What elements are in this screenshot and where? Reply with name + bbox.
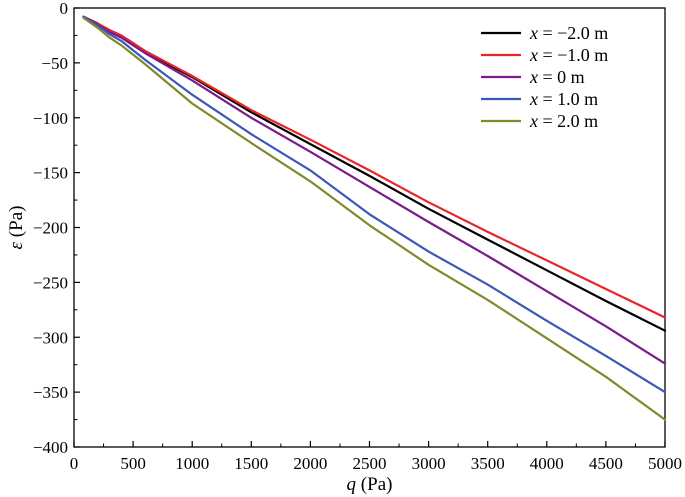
x-tick-label: 2500 [353, 454, 387, 473]
x-tick-label: 4000 [530, 454, 564, 473]
x-tick-label: 5000 [648, 454, 682, 473]
x-axis-label-var: q [347, 474, 357, 495]
x-tick-label: 3000 [412, 454, 446, 473]
legend-label: x = −2.0 m [529, 23, 608, 43]
x-tick-label: 4500 [589, 454, 623, 473]
y-axis-label: ε (Pa) [6, 206, 27, 250]
series-line-3 [82, 15, 667, 394]
x-tick-label: 3500 [471, 454, 505, 473]
x-axis-label-unit: (Pa) [361, 474, 393, 495]
series-line-1 [82, 15, 667, 319]
x-tick-label: 1500 [234, 454, 268, 473]
legend-label-var: x [529, 111, 538, 131]
legend-label-var: x [529, 89, 538, 109]
legend-label-value: = −2.0 m [538, 23, 608, 43]
legend-label-value: = 1.0 m [538, 89, 598, 109]
legend-label-value: = −1.0 m [538, 45, 608, 65]
y-tick-label: −300 [33, 328, 68, 347]
y-axis: 0 −50 −100 −150 −200 −250 −300 −350 −400 [33, 0, 80, 457]
legend-label: x = 2.0 m [529, 111, 598, 131]
y-tick-label: 0 [60, 0, 69, 18]
y-tick-label: −100 [33, 109, 68, 128]
series-line-4 [82, 16, 667, 421]
legend: x = −2.0 mx = −1.0 mx = 0 mx = 1.0 mx = … [481, 23, 608, 131]
y-axis-label-var: ε [6, 241, 27, 249]
legend-label-value: = 0 m [538, 67, 585, 87]
x-tick-label: 2000 [293, 454, 327, 473]
y-tick-label: −150 [33, 164, 68, 183]
series-line-2 [82, 15, 667, 365]
legend-label-var: x [529, 45, 538, 65]
legend-label: x = 0 m [529, 67, 585, 87]
y-tick-label: −50 [41, 54, 68, 73]
x-axis-label: q (Pa) [347, 474, 393, 495]
legend-label: x = 1.0 m [529, 89, 598, 109]
legend-label-var: x [529, 23, 538, 43]
x-tick-label: 1000 [175, 454, 209, 473]
y-tick-label: −350 [33, 383, 68, 402]
x-axis: 0 500 1000 1500 2000 2500 3000 3500 4000 4500 5000 [70, 441, 682, 473]
series-group [82, 15, 667, 421]
y-tick-label: −250 [33, 273, 68, 292]
x-tick-label: 500 [120, 454, 146, 473]
legend-label: x = −1.0 m [529, 45, 608, 65]
y-tick-label: −400 [33, 438, 68, 457]
legend-label-var: x [529, 67, 538, 87]
y-tick-label: −200 [33, 219, 68, 238]
legend-label-value: = 2.0 m [538, 111, 598, 131]
y-axis-label-unit: (Pa) [6, 206, 27, 238]
x-tick-label: 0 [70, 454, 79, 473]
